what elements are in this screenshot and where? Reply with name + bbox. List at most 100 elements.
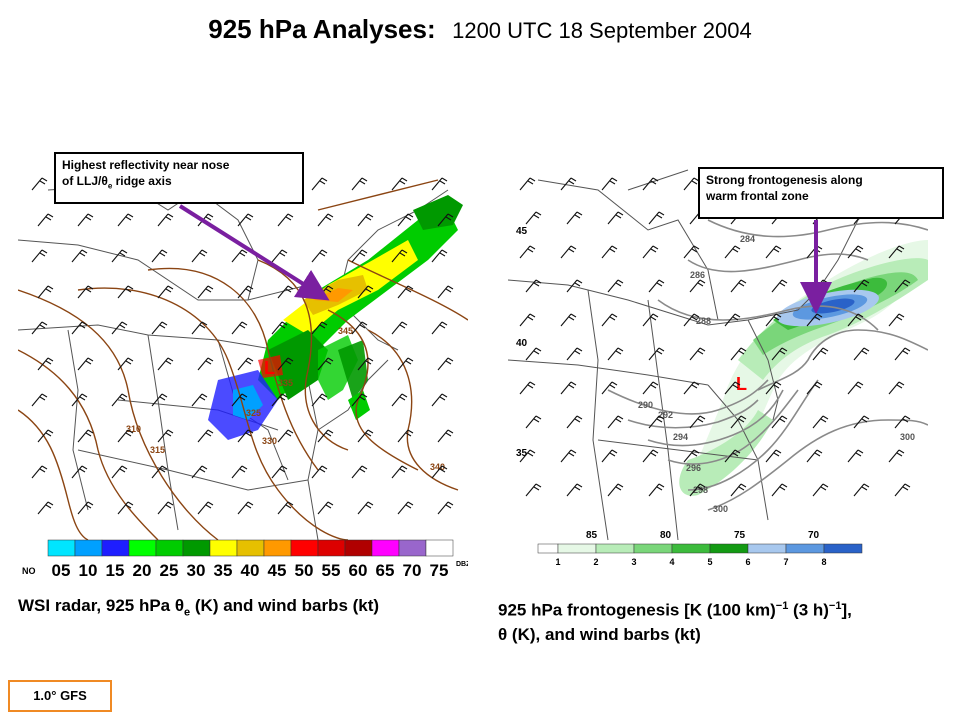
contour-label: 335: [278, 378, 293, 388]
wind-barb: [437, 213, 454, 227]
left-callout-line2-pre: of LLJ/θ: [62, 174, 108, 188]
contour-label: 345: [338, 326, 353, 336]
frontogenesis-colorbar: 1 2 3 4 5 6 7 8: [537, 543, 863, 567]
wind-barb: [683, 245, 700, 259]
left-callout-line2: of LLJ/θe ridge axis: [62, 173, 296, 194]
lat-label: 45: [516, 226, 528, 237]
wind-barb: [437, 285, 454, 299]
wind-barb: [391, 321, 408, 335]
colorbar-swatch: [101, 539, 130, 557]
colorbar-swatch: [317, 539, 346, 557]
wind-barb: [311, 321, 328, 335]
title-main: 925 hPa Analyses:: [208, 14, 436, 44]
colorbar-tick-label: 10: [79, 561, 98, 580]
wind-barb: [271, 465, 288, 479]
wind-barb: [853, 347, 870, 361]
colorbar-swatch: [747, 543, 787, 554]
colorbar-tick-label: 35: [214, 561, 233, 580]
wind-barb: [847, 313, 864, 327]
wind-barb: [853, 483, 870, 497]
lat-label: 35: [516, 448, 528, 459]
wind-barb: [231, 393, 248, 407]
wind-barb: [607, 415, 624, 429]
right-caption-line1: 925 hPa frontogenesis [K (100 km)−1 (3 h…: [498, 594, 954, 623]
wind-barb: [431, 177, 448, 191]
wind-barb: [642, 245, 659, 259]
radar-colorbar: NO 05 10 15 20 25 30 35 40 45 50 55 60 65 70 75 DBZ: [22, 539, 471, 580]
colorbar-tick-label: 8: [821, 557, 826, 567]
wind-barb: [648, 415, 665, 429]
wind-barb: [765, 313, 782, 327]
wind-barb: [765, 245, 782, 259]
right-caption-pre: 925 hPa frontogenesis [K (100 km): [498, 600, 776, 620]
wind-barb: [351, 393, 368, 407]
wind-barb: [771, 347, 788, 361]
wind-barb: [525, 415, 542, 429]
wind-barb: [77, 501, 94, 515]
colorbar-swatch: [633, 543, 673, 554]
wind-barb: [519, 449, 536, 463]
left-caption-sub: e: [184, 606, 191, 619]
wind-barb: [607, 483, 624, 497]
wind-barb: [391, 249, 408, 263]
wind-barb: [197, 357, 214, 371]
colorbar-swatch: [823, 543, 863, 554]
wind-barb: [566, 483, 583, 497]
wind-barb: [277, 357, 294, 371]
wind-barb: [357, 501, 374, 515]
wind-barb: [847, 245, 864, 259]
wind-barb: [894, 483, 911, 497]
wind-barb: [357, 213, 374, 227]
wind-barb: [806, 381, 823, 395]
contour-label: 286: [690, 270, 705, 280]
wind-barb: [888, 313, 905, 327]
wind-barb: [607, 211, 624, 225]
wind-barb: [157, 213, 174, 227]
wind-barb: [730, 483, 747, 497]
wind-barb: [560, 313, 577, 327]
wind-barb: [724, 313, 741, 327]
wind-barb: [351, 249, 368, 263]
wind-barb: [391, 177, 408, 191]
wind-barb: [642, 381, 659, 395]
colorbar-swatch: [344, 539, 373, 557]
wind-barb: [560, 177, 577, 191]
wind-barb: [724, 245, 741, 259]
wind-barb: [117, 357, 134, 371]
wind-barb: [601, 381, 618, 395]
colorbar-swatch: [182, 539, 211, 557]
colorbar-tick-label: 6: [745, 557, 750, 567]
wind-barb: [197, 429, 214, 443]
wind-barb: [566, 415, 583, 429]
wind-barb: [683, 313, 700, 327]
colorbar-tick-label: 30: [187, 561, 206, 580]
colorbar-tick-label: 4: [669, 557, 674, 567]
colorbar-tick-label: 20: [133, 561, 152, 580]
low-pressure-marker: L: [736, 374, 747, 394]
colorbar-swatch: [398, 539, 427, 557]
wind-barb: [191, 393, 208, 407]
colorbar-swatch: [709, 543, 749, 554]
wind-barb: [724, 449, 741, 463]
colorbar-swatch: [209, 539, 238, 557]
theta-e-contour-labels: 345 335 325 330 310 315 340: [126, 326, 445, 472]
right-caption-sup1: −1: [775, 600, 789, 612]
wind-barb: [771, 483, 788, 497]
right-caption-sup2: −1: [828, 600, 842, 612]
wind-barb: [357, 357, 374, 371]
right-map-panel: 284 286 288 290 292 294 296 298 300 300 …: [507, 160, 929, 570]
left-caption-post: (K) and wind barbs (kt): [190, 596, 380, 615]
wind-barb: [111, 321, 128, 335]
wind-barb: [812, 347, 829, 361]
colorbar-tick-label: 3: [631, 557, 636, 567]
left-callout: Highest reflectivity near nose of LLJ/θe…: [54, 152, 304, 204]
wind-barb: [111, 393, 128, 407]
wind-barb: [888, 381, 905, 395]
left-map: 345 335 325 330 310 315 340 L NO 05 10 15 20…: [17, 150, 471, 580]
colorbar-tick-label: 60: [349, 561, 368, 580]
contour-label: 310: [126, 424, 141, 434]
lat-lon-labels: 45 40 35 85 80 75 70: [516, 226, 820, 541]
wind-barb: [191, 465, 208, 479]
wind-barb: [648, 279, 665, 293]
wind-barb: [197, 501, 214, 515]
